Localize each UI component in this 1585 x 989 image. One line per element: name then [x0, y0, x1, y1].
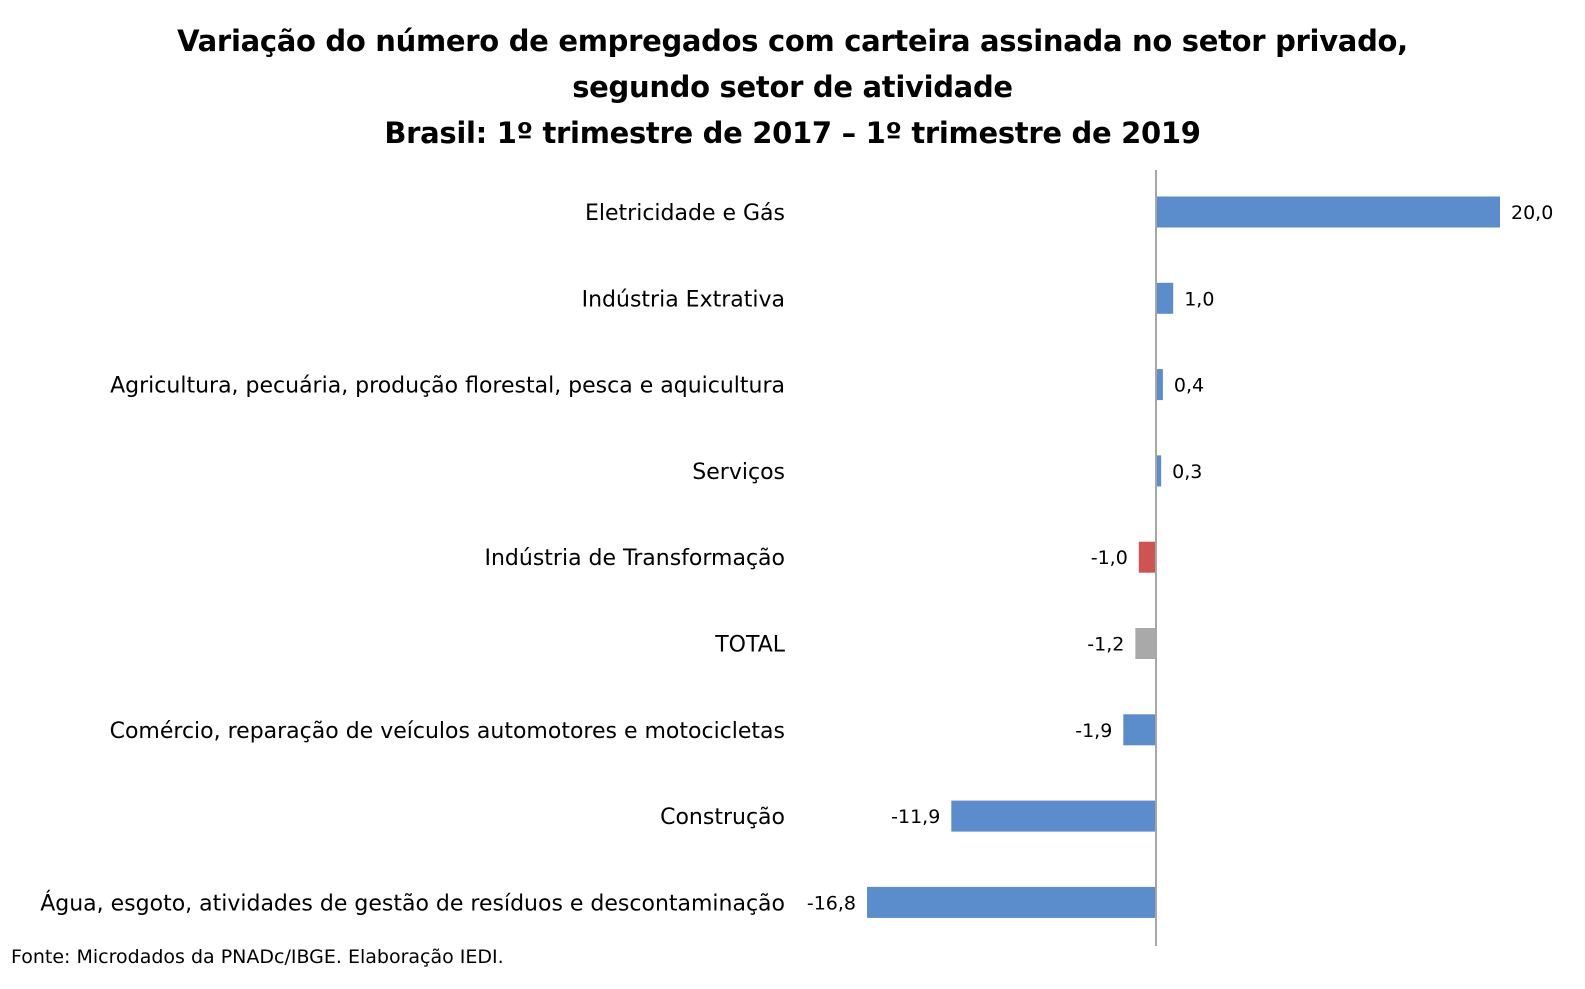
bar-6: [1123, 714, 1156, 746]
category-label-8: Água, esgoto, atividades de gestão de re…: [40, 890, 785, 916]
data-label-7: -11,9: [891, 806, 940, 828]
data-label-0: 20,0: [1511, 202, 1553, 224]
data-label-4: -1,0: [1091, 547, 1128, 569]
bar-2: [1156, 369, 1163, 401]
category-label-2: Agricultura, pecuária, produção floresta…: [110, 374, 785, 399]
bar-5: [1135, 628, 1156, 659]
data-label-1: 1,0: [1184, 288, 1214, 310]
bar-4: [1138, 541, 1156, 573]
data-label-5: -1,2: [1087, 634, 1124, 656]
data-label-8: -16,8: [807, 892, 856, 914]
source-note: Fonte: Microdados da PNADc/IBGE. Elabora…: [11, 946, 504, 968]
chart-title-line-2: segundo setor de atividade: [572, 70, 1013, 104]
category-label-0: Eletricidade e Gás: [585, 201, 785, 226]
bar-1: [1156, 282, 1174, 314]
data-label-2: 0,4: [1174, 375, 1204, 397]
chart-title: Variação do número de empregados com car…: [0, 18, 1585, 156]
chart-title-line-1: Variação do número de empregados com car…: [177, 24, 1408, 58]
category-label-5: TOTAL: [714, 633, 786, 658]
data-label-6: -1,9: [1075, 720, 1112, 742]
category-label-7: Construção: [660, 805, 785, 830]
bar-7: [951, 800, 1156, 832]
chart-title-line-3: Brasil: 1º trimestre de 2017 – 1º trimes…: [384, 116, 1201, 150]
category-label-1: Indústria Extrativa: [582, 287, 785, 312]
category-label-4: Indústria de Transformação: [484, 546, 785, 571]
category-label-3: Serviços: [692, 460, 785, 485]
data-label-3: 0,3: [1172, 461, 1202, 483]
bar-3: [1156, 455, 1162, 487]
category-label-6: Comércio, reparação de veículos automoto…: [110, 719, 785, 744]
bar-8: [867, 886, 1156, 918]
bar-0: [1156, 196, 1500, 228]
